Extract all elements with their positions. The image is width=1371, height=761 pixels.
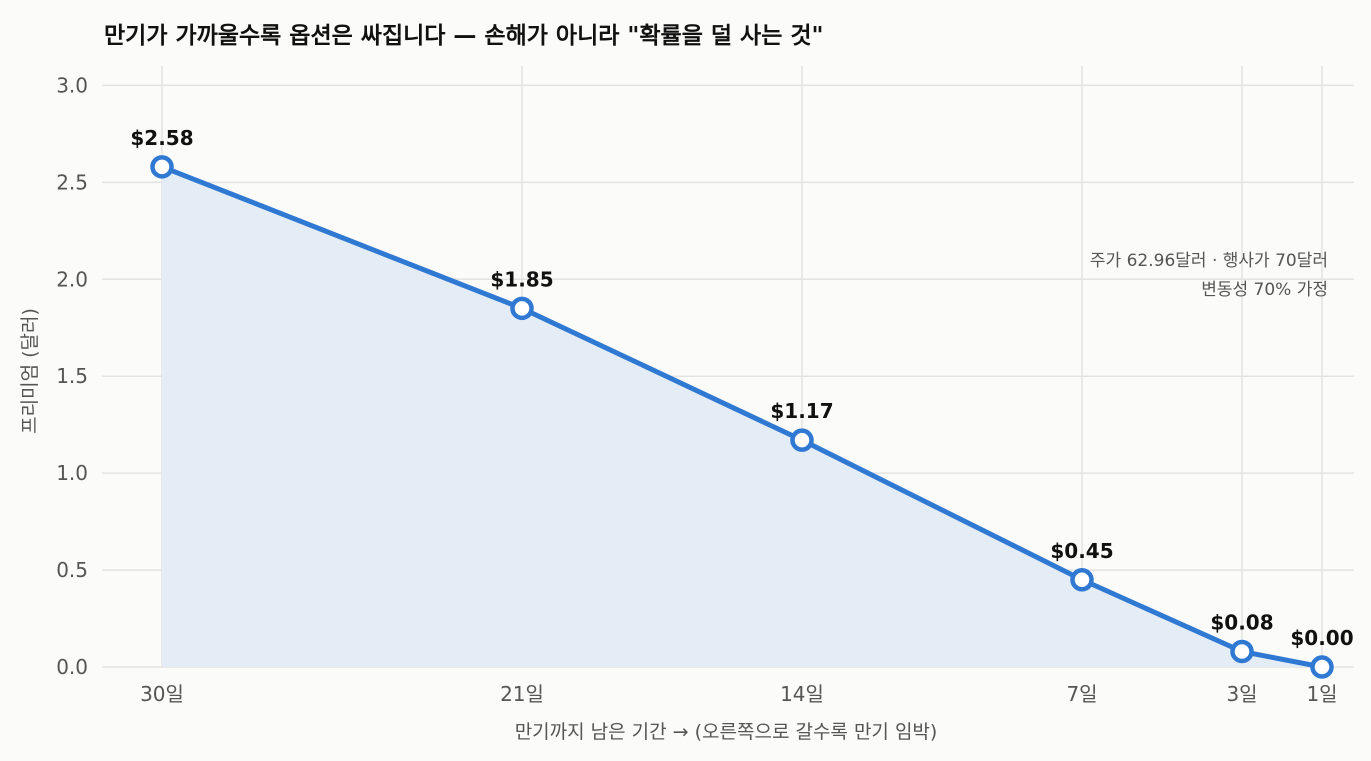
series-line-group	[161, 164, 1323, 670]
data-label: $1.85	[490, 267, 553, 291]
data-point	[150, 155, 174, 179]
data-points: $2.58 $1.85 $1.17 $0.45 $0.08 $0.00	[130, 126, 1354, 679]
x-axis-ticks: 30일 21일 14일 7일 3일 1일	[140, 682, 1337, 706]
y-tick-label: 2.5	[56, 170, 88, 194]
y-tick-label: 2.0	[56, 267, 88, 291]
assumption-note: 주가 62.96달러 · 행사가 70달러 변동성 70% 가정	[1090, 251, 1328, 300]
x-axis-label: 만기까지 남은 기간 → (오른쪽으로 갈수록 만기 임박)	[515, 721, 938, 743]
x-tick-label: 14일	[780, 682, 824, 706]
y-tick-label: 1.0	[56, 461, 88, 485]
y-axis-ticks: 0.0 0.5 1.0 1.5 2.0 2.5 3.0	[56, 73, 88, 679]
y-tick-label: 0.0	[56, 655, 88, 679]
y-tick-label: 0.5	[56, 558, 88, 582]
area-fill-group	[162, 166, 1322, 667]
area-fill	[162, 166, 1322, 667]
x-tick-label: 7일	[1066, 682, 1097, 706]
y-axis-label: 프리미엄 (달러)	[19, 308, 41, 434]
chart-title: 만기가 가까울수록 옵션은 싸집니다 — 손해가 아니라 "확률을 덜 사는 것…	[104, 23, 824, 49]
y-tick-label: 3.0	[56, 73, 88, 97]
note-line-volatility: 변동성 70% 가정	[1201, 280, 1328, 300]
data-point	[1230, 639, 1254, 664]
data-label: $0.45	[1050, 539, 1113, 563]
x-tick-label: 21일	[500, 682, 544, 706]
data-label: $2.58	[130, 126, 193, 150]
data-label: $0.00	[1290, 626, 1353, 650]
data-label: $1.17	[770, 399, 833, 423]
data-point	[1310, 655, 1334, 679]
x-tick-label: 1일	[1306, 682, 1337, 706]
data-point	[1070, 568, 1094, 592]
data-label: $0.08	[1210, 610, 1273, 634]
y-tick-label: 1.5	[56, 364, 88, 388]
data-point	[510, 296, 534, 321]
x-tick-label: 3일	[1226, 682, 1257, 706]
note-line-price: 주가 62.96달러 · 행사가 70달러	[1090, 251, 1328, 271]
series-line	[161, 164, 1323, 670]
x-tick-label: 30일	[140, 682, 184, 706]
data-point	[790, 428, 814, 452]
